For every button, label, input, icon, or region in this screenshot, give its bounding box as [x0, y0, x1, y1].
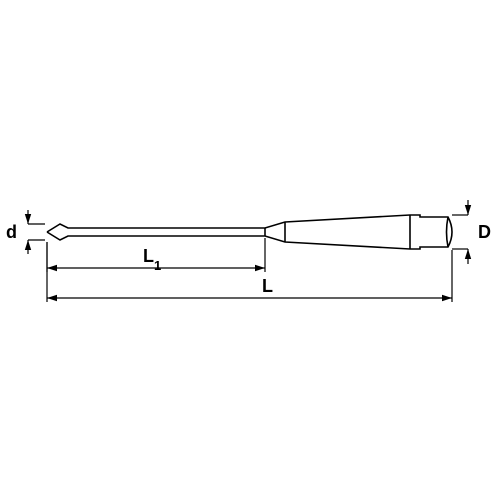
- dim-label-d: d: [6, 222, 17, 242]
- tool-outline: [47, 215, 452, 249]
- dim-label-D: D: [478, 222, 491, 242]
- screwdriver-dimensional-diagram: dDL1L: [0, 0, 500, 500]
- dim-label-L: L: [262, 276, 273, 296]
